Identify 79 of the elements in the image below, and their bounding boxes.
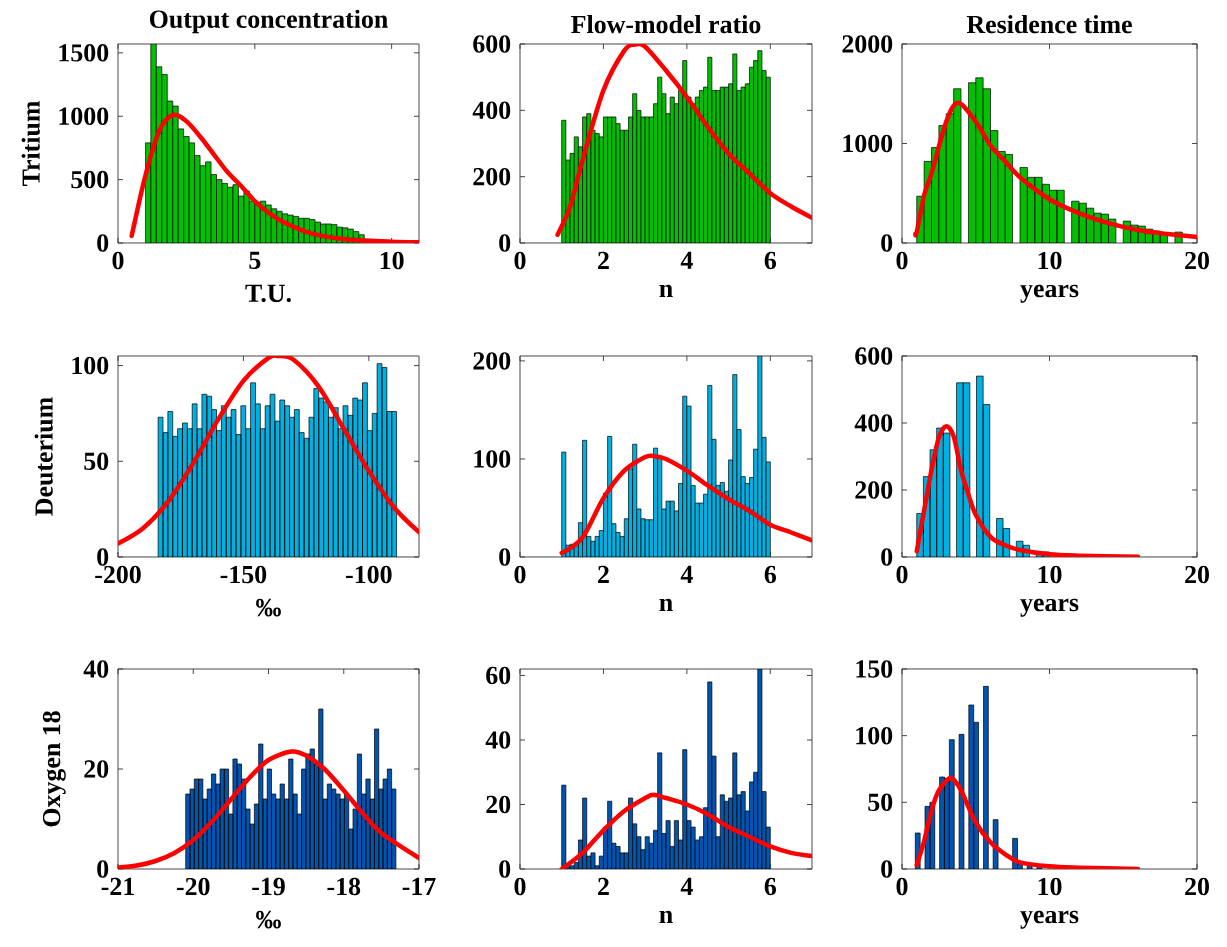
x-tick-label: -19: [252, 877, 285, 896]
x-tick-label: -100: [346, 565, 392, 584]
y-axis-title: Deuterium: [34, 397, 53, 516]
x-tick-label: 0: [112, 251, 124, 270]
x-tick-label: 6: [764, 565, 776, 584]
x-tick-label: -17: [402, 877, 436, 895]
y-tick-label: 400: [472, 101, 511, 120]
x-axis-title: years: [1020, 598, 1079, 617]
x-tick-label: 5: [249, 251, 261, 270]
y-tick-label: 400: [854, 414, 893, 432]
x-axis-title: years: [1020, 284, 1079, 303]
x-tick-label: -20: [176, 877, 210, 896]
x-tick-label: 0: [896, 877, 908, 896]
x-axis-title: n: [659, 910, 673, 923]
x-tick-label: 0: [514, 251, 526, 270]
y-tick-label: 60: [486, 666, 511, 685]
x-axis-title: ‰: [256, 598, 281, 617]
x-axis-title: T.U.: [245, 284, 291, 303]
x-tick-label: 0: [896, 565, 908, 584]
y-axis-title: Oxygen 18: [42, 711, 66, 827]
x-tick-label: 2: [598, 877, 609, 895]
y-tick-label: 0: [499, 548, 511, 566]
y-tick-label: 600: [473, 35, 511, 53]
y-tick-label: 100: [474, 450, 511, 468]
x-axis-title: n: [659, 598, 673, 611]
x-tick-label: 10: [1038, 565, 1062, 584]
x-tick-label: 0: [896, 251, 908, 270]
y-tick-label: 100: [856, 726, 893, 745]
x-axis-title: n: [659, 284, 673, 297]
x-tick-label: 10: [380, 251, 404, 270]
x-tick-label: 6: [764, 877, 776, 896]
y-tick-label: 0: [499, 234, 511, 252]
x-tick-label: 20: [1185, 877, 1209, 896]
x-tick-label: -200: [95, 565, 141, 584]
x-tick-label: 20: [1185, 251, 1209, 270]
y-tick-label: 20: [486, 795, 511, 814]
x-tick-label: 2: [598, 565, 609, 583]
x-tick-label: 4: [680, 877, 693, 895]
y-tick-label: 2000: [842, 35, 893, 53]
y-tick-label: 1000: [59, 107, 109, 125]
y-tick-label: 40: [485, 731, 511, 749]
y-tick-label: 500: [71, 170, 109, 189]
y-tick-label: 150: [856, 660, 893, 678]
x-tick-label: -21: [101, 877, 134, 895]
y-tick-label: 100: [72, 356, 109, 375]
chart-title: Residence time: [966, 14, 1132, 34]
y-tick-label: 20: [84, 760, 109, 778]
x-tick-label: 0: [514, 877, 526, 896]
y-tick-label: 1000: [843, 134, 893, 153]
y-tick-label: 0: [97, 548, 109, 566]
y-tick-label: 200: [473, 352, 511, 370]
y-tick-label: 600: [855, 347, 893, 365]
y-tick-label: 0: [881, 860, 893, 878]
x-tick-label: 10: [1038, 251, 1062, 270]
y-tick-label: 0: [97, 234, 109, 252]
x-tick-label: 4: [680, 251, 693, 269]
y-tick-label: 50: [868, 793, 893, 812]
y-tick-label: 0: [97, 860, 109, 878]
y-axis-title: Tritium: [21, 100, 40, 187]
y-tick-label: 50: [84, 452, 109, 471]
y-tick-label: 40: [83, 660, 109, 678]
x-tick-label: 6: [764, 251, 776, 270]
x-tick-label: 4: [680, 565, 693, 583]
y-tick-label: 0: [499, 860, 511, 878]
chart-title: Output concentration: [149, 9, 388, 34]
x-axis-title: years: [1020, 910, 1079, 929]
x-tick-label: -150: [220, 565, 267, 584]
x-axis-title: ‰: [256, 910, 281, 929]
y-tick-label: 0: [881, 234, 893, 252]
y-tick-label: 200: [855, 481, 893, 499]
x-tick-label: 20: [1185, 565, 1209, 584]
x-tick-label: -18: [327, 877, 361, 896]
x-tick-label: 2: [598, 251, 609, 269]
x-tick-label: 0: [514, 565, 526, 584]
x-tick-label: 10: [1038, 877, 1062, 896]
y-tick-label: 1500: [59, 44, 109, 62]
y-tick-label: 0: [881, 548, 893, 566]
y-tick-label: 200: [473, 167, 511, 186]
chart-title: Flow-model ratio: [571, 14, 761, 34]
